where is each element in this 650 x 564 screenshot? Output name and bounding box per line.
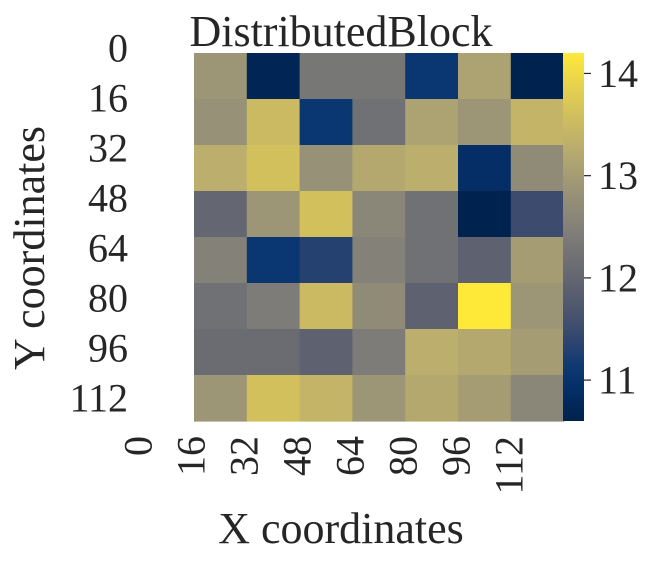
y-tick-label: 80 (88, 276, 128, 321)
colorbar-tick-label: 12 (598, 255, 638, 300)
heatmap-cell-r5-c1 (246, 283, 301, 330)
heatmap-cell-r3-c5 (458, 191, 512, 238)
heatmap-cell-r6-c6 (510, 329, 565, 376)
heatmap-cell-r3-c6 (510, 191, 565, 238)
x-tick-label: 96 (434, 436, 479, 476)
heatmap-cell-r2-c6 (510, 145, 565, 192)
heatmap-cell-r3-c2 (299, 191, 353, 238)
colorbar-tick-label: 13 (598, 153, 638, 198)
heatmap-cell-r6-c3 (352, 329, 406, 376)
x-tick-label: 112 (487, 436, 532, 495)
heatmap-cell-r2-c5 (458, 145, 512, 192)
y-tick-label: 96 (88, 326, 128, 371)
heatmap-cell-r1-c2 (299, 99, 353, 146)
heatmap-cell-r2-c4 (405, 145, 459, 192)
heatmap-cell-r7-c1 (246, 375, 301, 422)
heatmap-cell-r5-c2 (299, 283, 353, 330)
chart-title: DistributedBlock (189, 7, 492, 56)
heatmap-cell-r6-c0 (194, 329, 248, 376)
heatmap-cell-r5-c0 (194, 283, 248, 330)
heatmap-cell-r7-c3 (352, 375, 406, 422)
heatmap-cell-r3-c0 (194, 191, 248, 238)
heatmap-cell-r4-c0 (194, 237, 248, 284)
heatmap-cell-r4-c2 (299, 237, 353, 284)
heatmap-cell-r1-c5 (458, 99, 512, 146)
heatmap-cell-r4-c6 (510, 237, 565, 284)
heatmap-cell-r3-c4 (405, 191, 459, 238)
x-tick-label: 32 (222, 436, 267, 476)
heatmap-cell-r2-c2 (299, 145, 353, 192)
heatmap-cell-r1-c3 (352, 99, 406, 146)
heatmap-cell-r5-c4 (405, 283, 459, 330)
heatmap-cell-r5-c6 (510, 283, 565, 330)
y-tick-label: 0 (108, 26, 128, 71)
heatmap-cell-r0-c2 (299, 53, 353, 100)
heatmap-cell-r4-c3 (352, 237, 406, 284)
x-tick-labels: 0 16 32 48 64 80 96 112 (116, 436, 532, 495)
y-tick-label: 112 (69, 376, 128, 421)
y-tick-label: 48 (88, 176, 128, 221)
heatmap-cell-r3-c3 (352, 191, 406, 238)
x-tick-label: 16 (169, 436, 214, 476)
y-tick-label: 16 (88, 76, 128, 121)
heatmap-cell-r2-c1 (246, 145, 301, 192)
y-tick-label: 64 (88, 226, 128, 271)
colorbar (563, 53, 584, 421)
heatmap-cells (194, 53, 565, 422)
x-tick-label: 48 (275, 436, 320, 476)
heatmap-cell-r1-c1 (246, 99, 301, 146)
heatmap-cell-r2-c3 (352, 145, 406, 192)
heatmap-cell-r1-c4 (405, 99, 459, 146)
heatmap-cell-r3-c1 (246, 191, 301, 238)
y-tick-label: 32 (88, 126, 128, 171)
x-tick-label: 80 (381, 436, 426, 476)
heatmap-cell-r0-c1 (246, 53, 301, 100)
heatmap-cell-r0-c5 (458, 53, 512, 100)
colorbar-tick-labels: 11 12 13 14 (584, 51, 638, 403)
heatmap-cell-r4-c4 (405, 237, 459, 284)
heatmap-cell-r7-c6 (510, 375, 565, 422)
y-axis-label: Y coordinates (5, 126, 54, 370)
heatmap-cell-r5-c3 (352, 283, 406, 330)
heatmap-cell-r5-c5 (458, 283, 512, 330)
heatmap-cell-r2-c0 (194, 145, 248, 192)
heatmap-cell-r7-c4 (405, 375, 459, 422)
heatmap-cell-r6-c2 (299, 329, 353, 376)
heatmap-cell-r7-c2 (299, 375, 353, 422)
heatmap-cell-r7-c0 (194, 375, 248, 422)
heatmap-cell-r7-c5 (458, 375, 512, 422)
heatmap-cell-r4-c5 (458, 237, 512, 284)
heatmap-cell-r0-c4 (405, 53, 459, 100)
colorbar-tick-label: 14 (598, 51, 638, 96)
heatmap-cell-r6-c5 (458, 329, 512, 376)
y-tick-labels: 0 16 32 48 64 80 96 112 (69, 26, 128, 421)
heatmap-cell-r6-c4 (405, 329, 459, 376)
heatmap-cell-r1-c6 (510, 99, 565, 146)
x-tick-label: 0 (116, 436, 161, 456)
heatmap-cell-r0-c3 (352, 53, 406, 100)
heatmap-cell-r0-c0 (194, 53, 248, 100)
heatmap-cell-r1-c0 (194, 99, 248, 146)
x-axis-label: X coordinates (218, 504, 464, 553)
x-tick-label: 64 (328, 436, 373, 476)
colorbar-tick-label: 11 (598, 358, 637, 403)
heatmap-cell-r0-c6 (510, 53, 565, 100)
heatmap-cell-r4-c1 (246, 237, 301, 284)
heatmap-cell-r6-c1 (246, 329, 301, 376)
